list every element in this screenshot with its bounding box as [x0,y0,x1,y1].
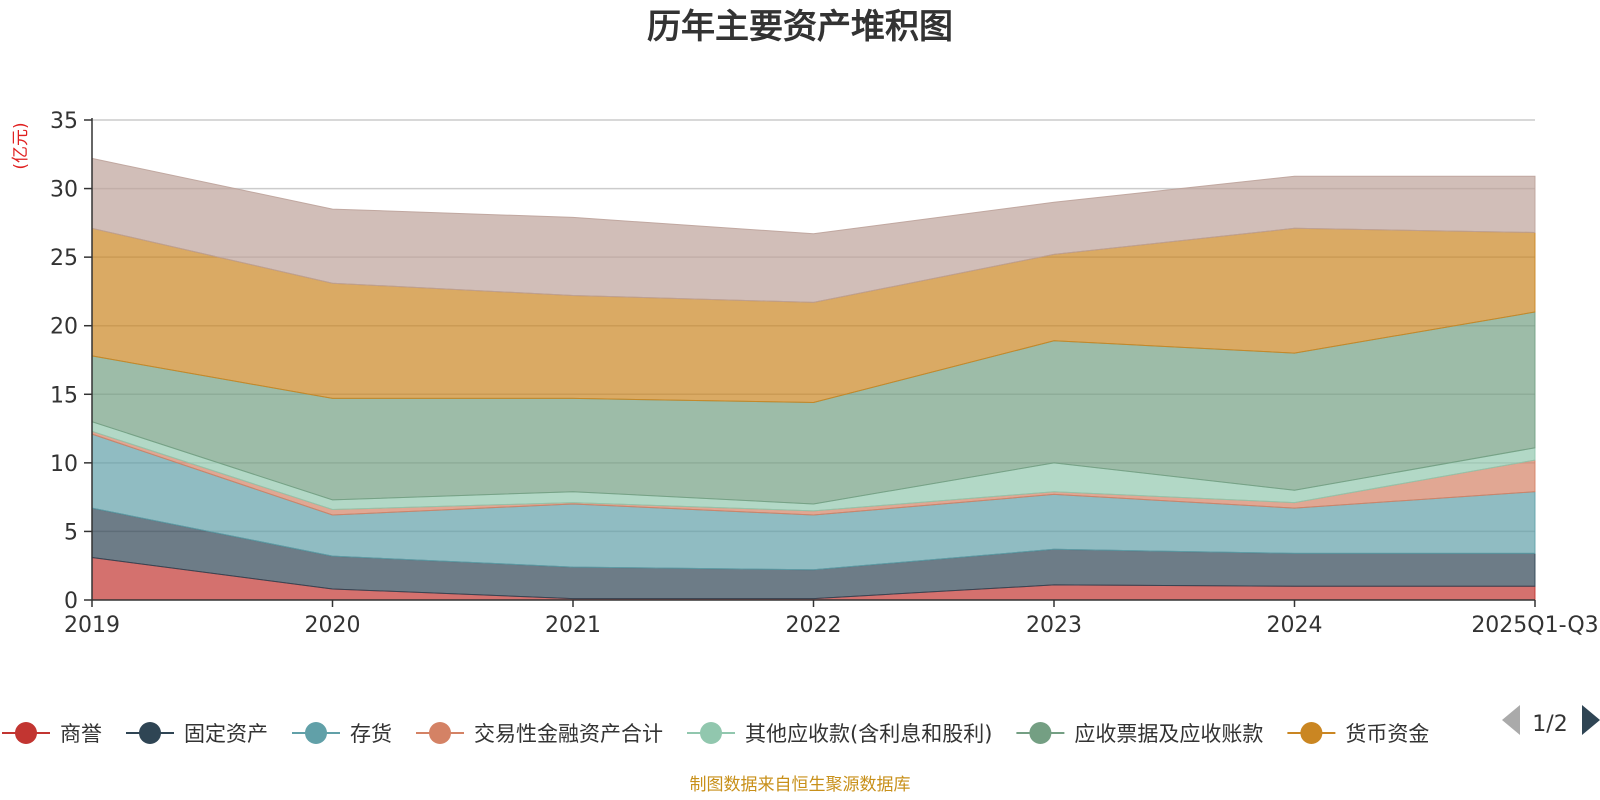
x-tick-label: 2023 [1026,613,1082,638]
chart-title: 历年主要资产堆积图 [647,7,953,47]
y-axis-unit-label: (亿元) [11,122,31,169]
legend-label: 货币资金 [1345,722,1429,746]
legend-item-1[interactable]: 固定资产 [126,722,268,746]
legend-label: 固定资产 [184,722,268,746]
legend-label: 交易性金融资产合计 [474,722,663,746]
y-tick-label: 25 [50,246,78,271]
axes: 0 5 10 15 20 25 30 35 2019 2020 2021 2022 2023 2024 20… [50,109,1599,638]
y-tick-label: 0 [64,589,78,614]
y-tick-label: 20 [50,315,78,340]
legend-page-indicator: 1/2 [1532,712,1567,737]
legend-item-4[interactable]: 其他应收款(含利息和股利) [687,722,992,746]
x-tick-label: 2025Q1-Q3 [1471,613,1598,638]
legend-marker-icon [429,722,451,744]
legend-item-0[interactable]: 商誉 [2,722,102,746]
area-series-7 [91,157,1536,303]
y-tick-label: 10 [50,452,78,477]
legend-marker-icon [139,722,161,744]
x-tick-label: 2019 [64,613,120,638]
legend-pager[interactable]: 1/2 [1502,705,1600,737]
legend-label: 商誉 [60,722,102,746]
y-tick-label: 30 [50,178,78,203]
x-tick-label: 2020 [305,613,361,638]
legend-label: 存货 [350,722,392,746]
legend-marker-icon [700,722,722,744]
legend-marker-icon [1300,722,1323,744]
legend-label: 应收票据及应收账款 [1074,722,1263,746]
area-series [91,157,1536,601]
legend-item-2[interactable]: 存货 [292,722,392,746]
x-tick-label: 2021 [545,613,601,638]
legend[interactable]: 商誉 固定资产 存货 交易性金融资产合计 其他应收款(含利息和股利) 应收票据及应收账款 货… [2,722,1429,746]
data-source-note: 制图数据来自恒生聚源数据库 [690,775,911,795]
legend-marker-icon [15,722,37,744]
legend-item-5[interactable]: 应收票据及应收账款 [1016,722,1263,746]
legend-label: 其他应收款(含利息和股利) [745,722,992,746]
y-tick-label: 5 [64,520,78,545]
x-tick-label: 2022 [786,613,842,638]
y-tick-label: 35 [50,109,78,134]
legend-prev-page-icon[interactable] [1502,705,1520,735]
x-tick-label: 2024 [1267,613,1323,638]
legend-next-page-icon[interactable] [1582,705,1600,735]
y-tick-label: 15 [50,383,78,408]
legend-marker-icon [1029,722,1052,744]
legend-item-3[interactable]: 交易性金融资产合计 [416,722,663,746]
legend-item-6[interactable]: 货币资金 [1287,722,1429,746]
legend-marker-icon [305,722,327,744]
